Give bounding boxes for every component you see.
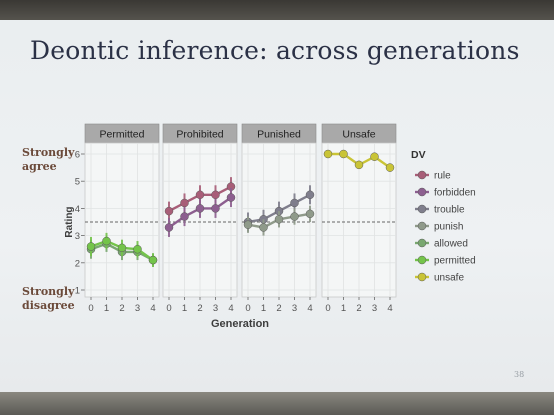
legend-key-marker bbox=[417, 272, 427, 282]
x-tick-label: 2 bbox=[197, 303, 202, 314]
legend-label: rule bbox=[434, 171, 451, 182]
legend-key-marker bbox=[417, 204, 427, 214]
legend-key-marker bbox=[417, 255, 427, 265]
x-tick-label: 3 bbox=[135, 303, 140, 314]
projection-bottom-edge bbox=[0, 392, 554, 415]
legend-label: trouble bbox=[434, 205, 465, 216]
slide-title: Deontic inference: across generations bbox=[30, 36, 520, 65]
data-point-unsafe bbox=[323, 149, 333, 159]
x-tick-label: 1 bbox=[104, 303, 109, 314]
data-point-unsafe bbox=[339, 149, 348, 159]
data-point-punish bbox=[305, 209, 315, 219]
data-point-punish bbox=[243, 220, 253, 229]
x-tick-label: 1 bbox=[261, 303, 266, 314]
y-tick-label: 5 bbox=[75, 177, 80, 188]
y-tick-label: 2 bbox=[75, 258, 80, 269]
x-axis-label: Generation bbox=[211, 318, 269, 330]
x-tick-label: 3 bbox=[372, 303, 377, 314]
y-axis-label: Rating bbox=[64, 206, 75, 237]
data-point-trouble bbox=[305, 190, 315, 200]
projection-top-edge bbox=[0, 0, 554, 20]
data-point-unsafe bbox=[370, 152, 379, 161]
x-tick-label: 2 bbox=[119, 303, 124, 314]
legend-label: forbidden bbox=[434, 188, 476, 199]
data-point-trouble bbox=[290, 198, 299, 208]
legend-title: DV bbox=[411, 149, 426, 161]
scale-anchor-top: Strongly agree bbox=[22, 146, 75, 173]
legend-key-marker bbox=[417, 238, 427, 248]
x-tick-label: 0 bbox=[166, 303, 171, 314]
facet-label: Permitted bbox=[100, 129, 145, 141]
legend-label: allowed bbox=[434, 239, 468, 250]
data-point-rule bbox=[195, 190, 205, 200]
facet-label: Prohibited bbox=[176, 129, 223, 141]
data-point-unsafe bbox=[385, 163, 395, 172]
data-point-forbidden bbox=[226, 193, 236, 202]
facet-label: Punished bbox=[257, 129, 301, 141]
data-point-unsafe bbox=[354, 160, 364, 170]
x-tick-label: 3 bbox=[292, 303, 297, 314]
scale-anchor-bottom: Strongly disagree bbox=[22, 285, 75, 312]
legend-key-marker bbox=[417, 221, 427, 231]
data-point-permitted bbox=[117, 243, 127, 253]
legend-label: unsafe bbox=[434, 273, 464, 284]
x-tick-label: 4 bbox=[228, 303, 233, 314]
x-tick-label: 0 bbox=[88, 303, 93, 314]
data-point-rule bbox=[180, 198, 189, 208]
x-tick-label: 2 bbox=[276, 303, 281, 314]
data-point-punish bbox=[290, 212, 299, 221]
data-point-rule bbox=[164, 206, 174, 216]
data-point-rule bbox=[211, 190, 220, 200]
legend-label: permitted bbox=[434, 256, 476, 267]
data-point-forbidden bbox=[211, 204, 220, 213]
x-tick-label: 4 bbox=[150, 303, 155, 314]
data-point-permitted bbox=[86, 242, 96, 251]
x-tick-label: 4 bbox=[307, 303, 312, 314]
x-tick-label: 3 bbox=[213, 303, 218, 314]
data-point-forbidden bbox=[195, 204, 205, 213]
x-tick-label: 2 bbox=[356, 303, 361, 314]
data-point-permitted bbox=[133, 244, 142, 254]
x-tick-label: 0 bbox=[325, 303, 330, 314]
y-tick-label: 6 bbox=[75, 150, 80, 161]
y-tick-label: 4 bbox=[75, 204, 80, 215]
x-tick-label: 4 bbox=[387, 303, 392, 314]
legend-label: punish bbox=[434, 222, 463, 233]
x-tick-label: 1 bbox=[341, 303, 346, 314]
data-point-permitted bbox=[148, 255, 158, 265]
x-tick-label: 1 bbox=[182, 303, 187, 314]
page-number: 38 bbox=[514, 370, 525, 379]
data-point-punish bbox=[274, 215, 284, 224]
facet-label: Unsafe bbox=[342, 129, 375, 141]
data-point-permitted bbox=[102, 236, 111, 246]
data-point-forbidden bbox=[180, 212, 189, 221]
legend-key-marker bbox=[417, 170, 427, 180]
data-point-punish bbox=[259, 223, 268, 232]
legend-key-marker bbox=[417, 187, 427, 197]
data-point-forbidden bbox=[164, 223, 174, 232]
y-tick-label: 1 bbox=[75, 286, 80, 297]
x-tick-label: 0 bbox=[245, 303, 250, 314]
y-tick-label: 3 bbox=[75, 231, 80, 242]
